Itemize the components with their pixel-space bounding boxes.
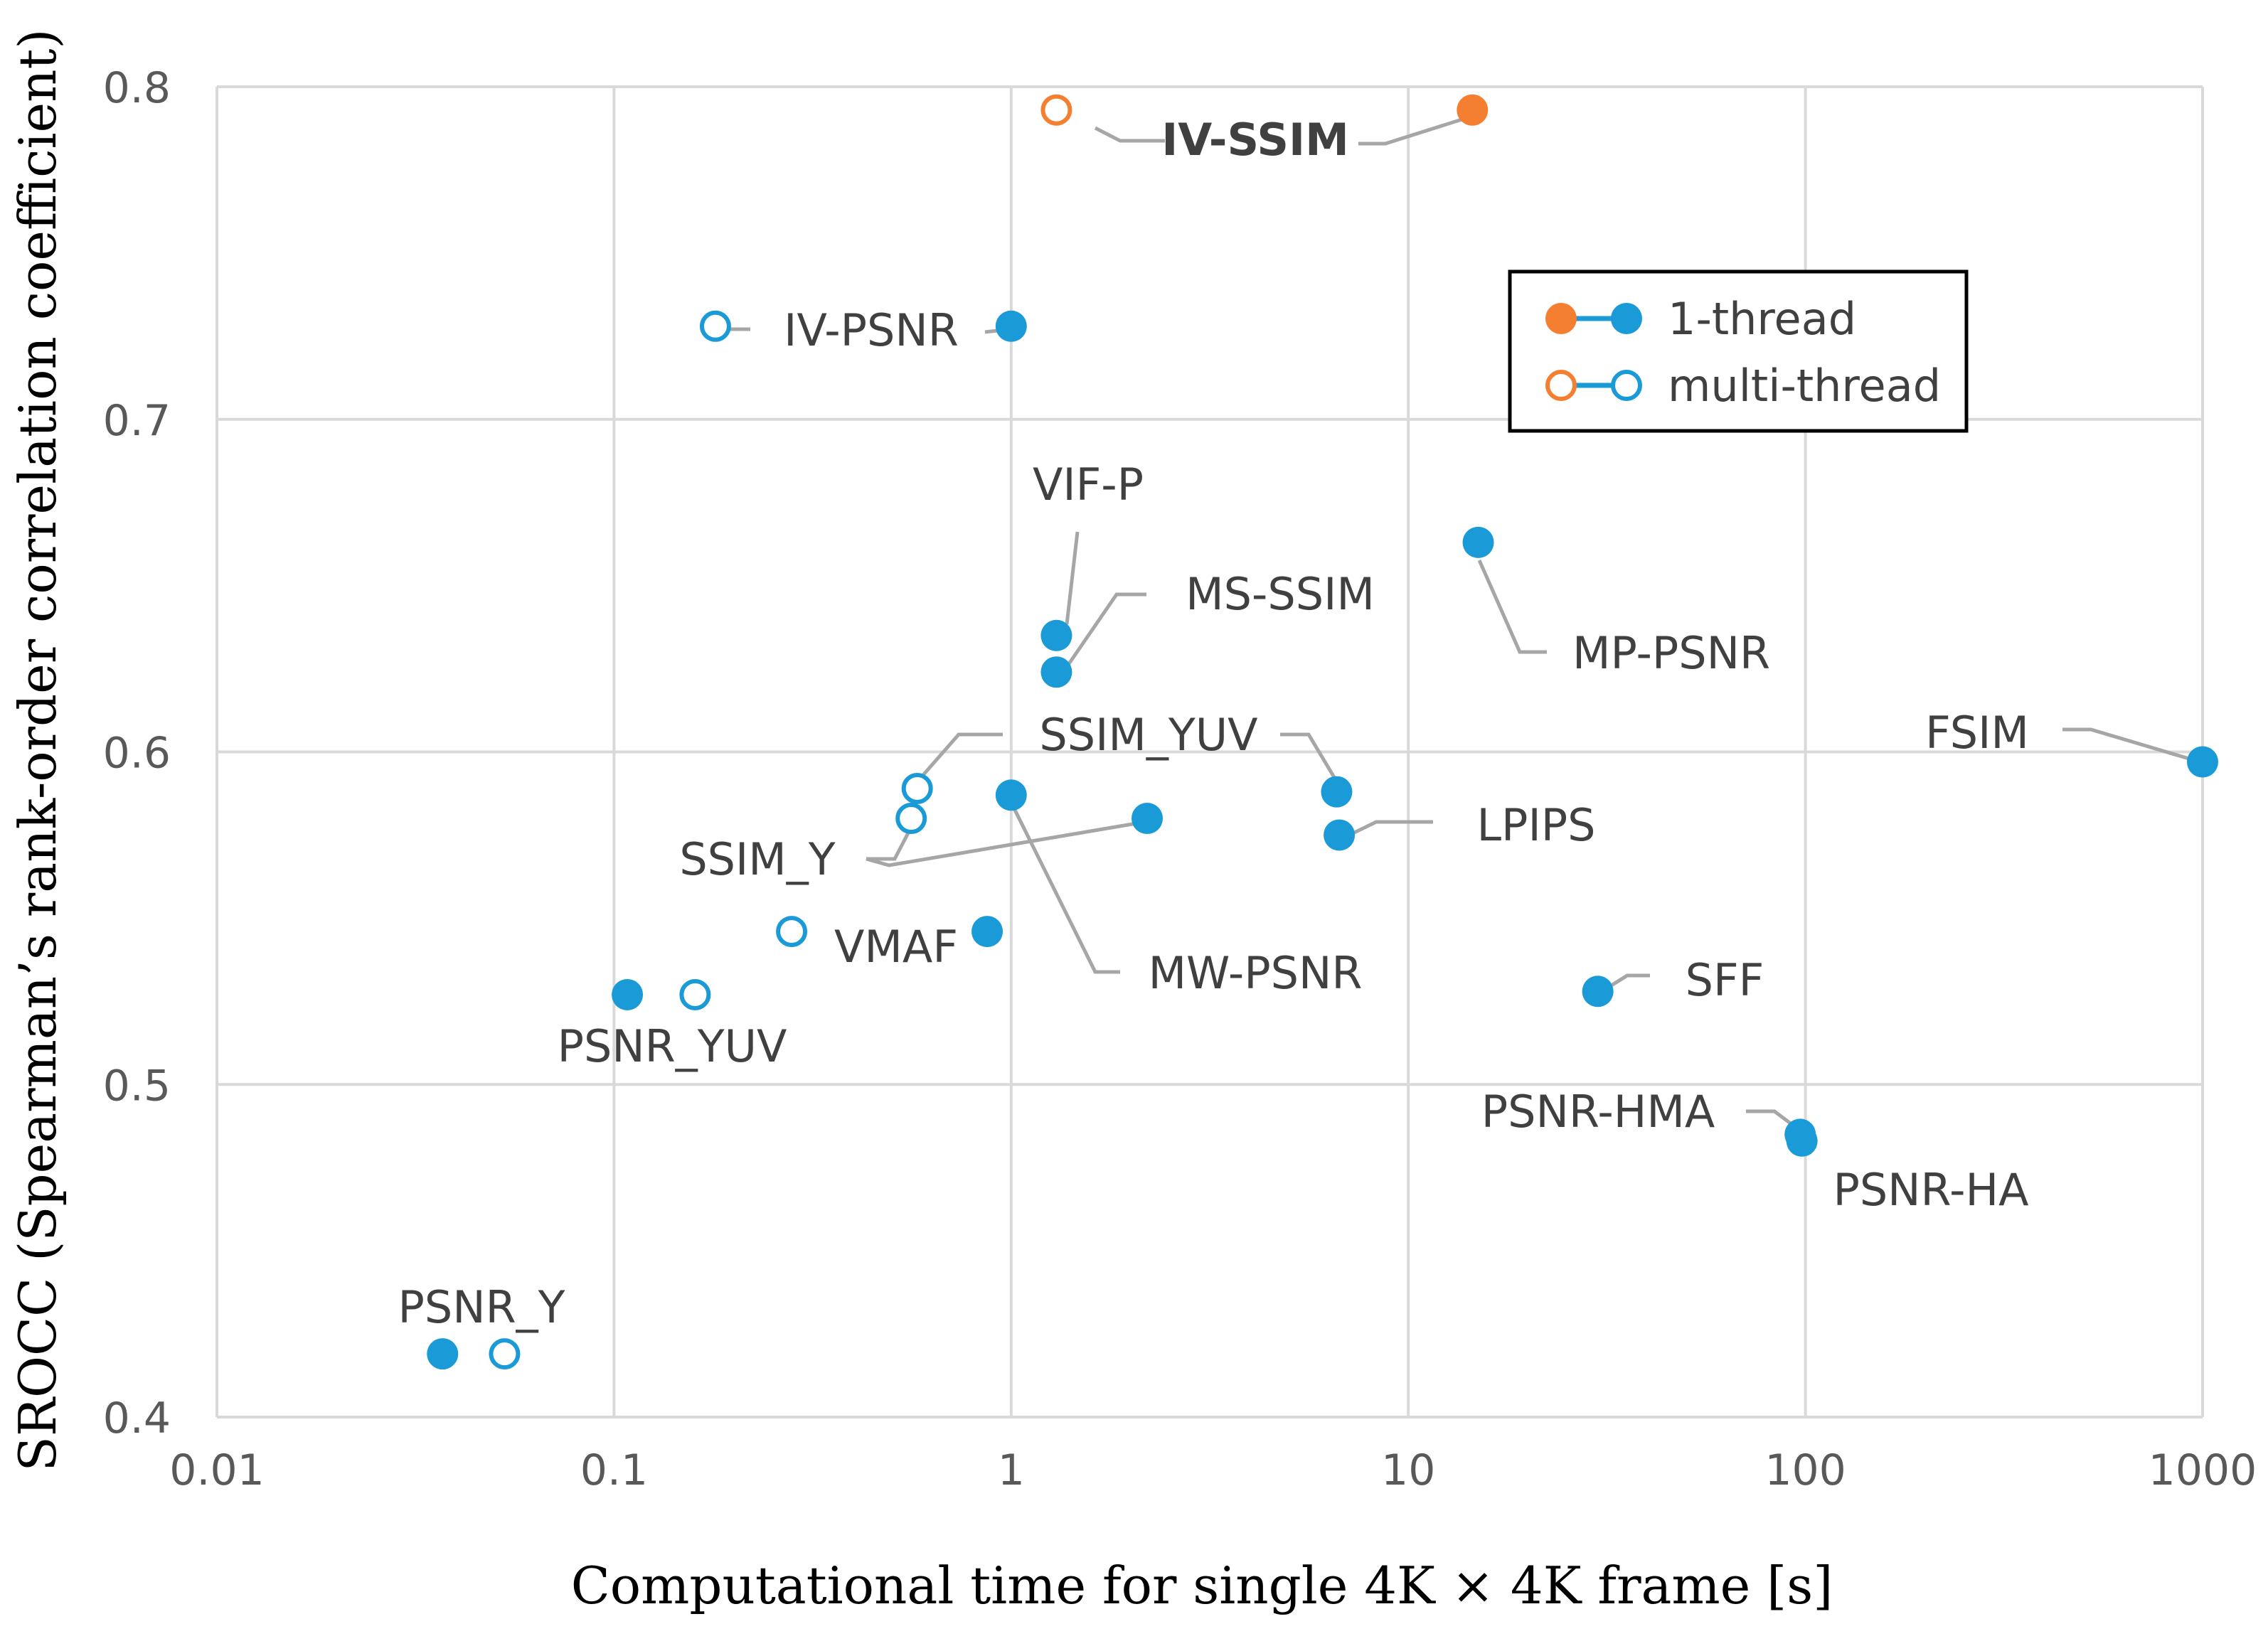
leader-line-ms-ssim [1066, 592, 1146, 666]
legend-label-1-thread: 1-thread [1668, 293, 1856, 345]
leader-line-ssim-yuv [1280, 732, 1339, 784]
data-point-iv-ssim-multi-thread [1040, 94, 1072, 126]
point-label-mw-psnr: MW-PSNR [1149, 947, 1363, 999]
data-point-psnr-y-multi-thread [489, 1338, 521, 1370]
point-label-lpips: LPIPS [1477, 799, 1596, 851]
x-tick-label: 1 [998, 1445, 1025, 1495]
y-tick-label: 0.4 [103, 1394, 171, 1443]
legend: 1-thread multi-thread [1508, 269, 1969, 433]
data-point-psnr-yuv-1-thread [612, 978, 644, 1010]
data-point-vmaf-multi-thread [776, 916, 808, 948]
point-label-psnr-hma: PSNR-HMA [1481, 1086, 1715, 1138]
data-point-ssim-yuv-multi-thread [901, 772, 933, 804]
leader-line-ssim-y [866, 820, 1146, 867]
x-tick-label: 1000 [2149, 1445, 2257, 1495]
axis-ticks: 0.01 0.1 1 10 100 1000 0.4 0.5 0.6 0.7 0.8 [103, 63, 2257, 1495]
data-point-lpips-1-thread [1324, 819, 1356, 851]
leader-line-iv-ssim [1358, 115, 1469, 146]
leader-line-iv-ssim [1094, 126, 1165, 143]
leader-line-ssim-yuv [922, 732, 1003, 776]
point-label-iv-psnr: IV-PSNR [784, 304, 959, 356]
data-point-ssim-y-1-thread [1132, 803, 1164, 835]
point-label-psnr-y: PSNR_Y [398, 1281, 565, 1333]
y-axis-title: SROCC (Spearman’s rank-order correlation… [8, 28, 68, 1471]
point-label-ssim-y: SSIM_Y [679, 833, 835, 885]
point-label-fsim: FSIM [1925, 707, 2029, 759]
legend-box [1508, 269, 1969, 433]
point-label-iv-ssim: IV-SSIM [1161, 114, 1349, 166]
point-label-psnr-ha: PSNR-HA [1833, 1164, 2028, 1216]
data-point-ms-ssim-1-thread [1040, 656, 1072, 688]
y-tick-label: 0.6 [103, 729, 171, 779]
data-points [427, 94, 2218, 1370]
point-labels: IV-SSIM IV-PSNR VIF-P MS-SSIM MP-PSNR FSIM SSI… [398, 114, 2028, 1333]
data-point-vif-p-1-thread [1040, 619, 1072, 651]
leader-line-mw-psnr [1008, 798, 1120, 974]
point-label-ssim-yuv: SSIM_YUV [1039, 709, 1257, 761]
point-label-sff: SFF [1686, 954, 1764, 1006]
legend-marker-orange-hollow [1545, 370, 1577, 401]
point-label-mp-psnr: MP-PSNR [1572, 627, 1770, 679]
data-point-psnr-yuv-multi-thread [679, 978, 711, 1010]
x-tick-label: 100 [1764, 1445, 1846, 1495]
legend-marker-orange-filled [1545, 303, 1577, 334]
point-label-ms-ssim: MS-SSIM [1186, 568, 1375, 620]
point-label-vmaf: VMAF [834, 921, 958, 973]
leader-line-lpips [1347, 820, 1433, 838]
data-point-iv-psnr-multi-thread [699, 310, 731, 342]
x-axis-title: Computational time for single 4K × 4K fr… [571, 1556, 1833, 1615]
leader-line-fsim [2062, 727, 2197, 763]
data-point-ssim-y-multi-thread [895, 803, 927, 835]
data-point-iv-ssim-1-thread [1457, 94, 1489, 126]
data-point-fsim-1-thread [2187, 746, 2218, 778]
legend-marker-blue-filled [1611, 303, 1642, 334]
data-point-vmaf-1-thread [971, 916, 1003, 948]
y-tick-label: 0.7 [103, 396, 171, 446]
y-tick-label: 0.8 [103, 63, 171, 113]
leader-line-mp-psnr [1477, 559, 1547, 654]
data-point-mp-psnr-1-thread [1462, 526, 1494, 558]
data-point-ssim-yuv-1-thread [1321, 776, 1353, 808]
point-label-vif-p: VIF-P [1033, 459, 1144, 511]
x-tick-label: 10 [1381, 1445, 1435, 1495]
data-point-psnr-y-1-thread [427, 1338, 459, 1370]
x-tick-label: 0.1 [580, 1445, 648, 1495]
data-point-mw-psnr-1-thread [995, 779, 1027, 811]
data-point-iv-psnr-1-thread [995, 310, 1027, 342]
legend-label-multi-thread: multi-thread [1668, 360, 1941, 412]
y-tick-label: 0.5 [103, 1061, 171, 1111]
point-label-psnr-yuv: PSNR_YUV [558, 1020, 787, 1072]
data-point-sff-1-thread [1582, 976, 1614, 1008]
leader-line-ssim-y [866, 822, 915, 861]
legend-marker-blue-hollow [1611, 370, 1642, 401]
data-point-psnr-ha-1-thread [1786, 1125, 1818, 1157]
leader-line-vif-p [1065, 531, 1080, 625]
x-tick-label: 0.01 [169, 1445, 265, 1495]
